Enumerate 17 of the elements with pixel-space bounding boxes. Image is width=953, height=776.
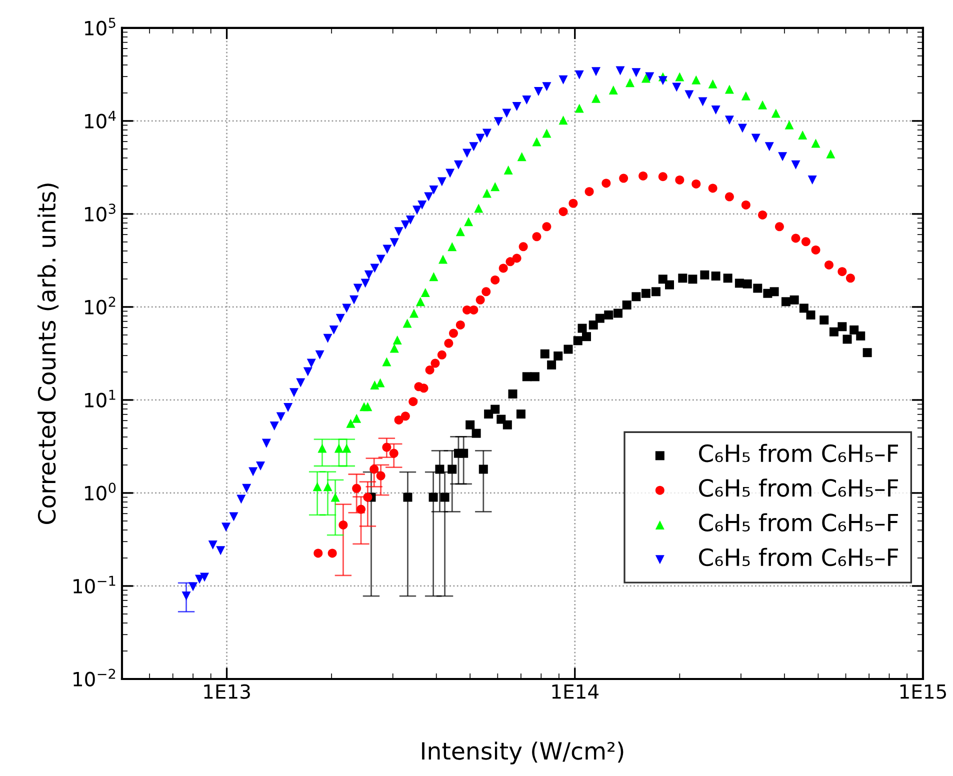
- y-tick-label: 10$^{4}$: [85, 110, 116, 128]
- x-tick-label: 1E15: [900, 684, 946, 699]
- legend-label: C₆H₅ from C₆H₅–F: [699, 513, 898, 532]
- x-tick-label: 1E13: [204, 684, 250, 699]
- y-tick-label: 10$^{−2}$: [74, 668, 116, 687]
- x-axis-title: Intensity (W/cm²): [422, 742, 624, 764]
- y-axis-title: Corrected Counts (arb. units): [37, 184, 59, 524]
- y-tick-label: 10$^{5}$: [85, 18, 116, 36]
- y-tick-label: 10$^{2}$: [85, 296, 116, 314]
- legend-label: C₆H₅ from C₆H₅–F: [699, 478, 898, 497]
- y-tick-label: 10$^{0}$: [85, 482, 116, 500]
- x-tick-label: 1E14: [552, 684, 598, 699]
- legend-label: C₆H₅ from C₆H₅–F: [699, 444, 898, 462]
- y-tick-label: 10$^{3}$: [85, 204, 116, 222]
- y-tick-label: 10$^{−1}$: [74, 576, 116, 594]
- legend-label: C₆H₅ from C₆H₅–F: [699, 548, 898, 566]
- y-tick-label: 10$^{1}$: [85, 390, 116, 408]
